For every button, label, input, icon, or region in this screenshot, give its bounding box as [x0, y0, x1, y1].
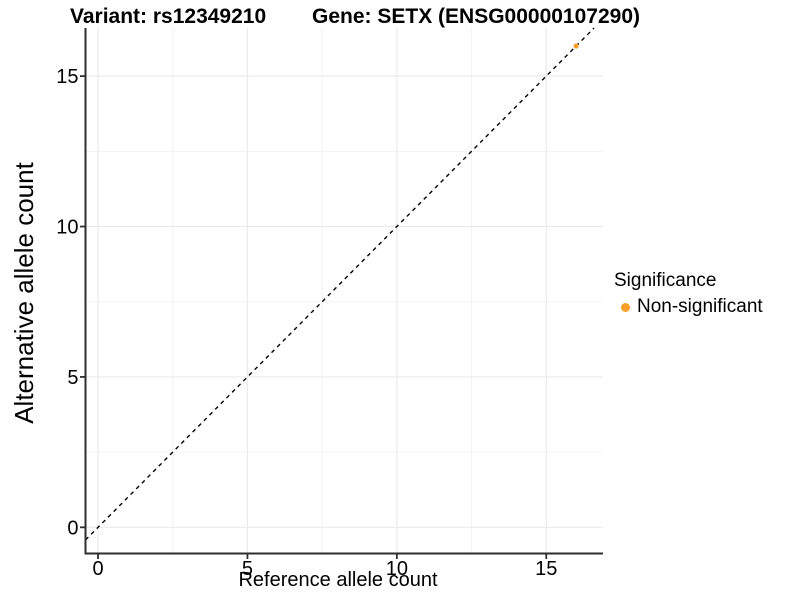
legend-item: Non-significant — [614, 297, 763, 317]
x-tick-label: 0 — [92, 558, 103, 580]
legend-point-icon — [621, 302, 630, 312]
x-tick-label: 10 — [386, 558, 408, 580]
legend-item-label: Non-significant — [637, 296, 763, 317]
y-axis-label: Alternative allele count — [9, 161, 39, 423]
y-tick-label: 5 — [67, 367, 78, 389]
data-point — [573, 43, 579, 49]
x-tick-label: 15 — [535, 558, 557, 580]
y-tick-label: 15 — [56, 66, 78, 88]
identity-line — [85, 27, 595, 541]
legend-title: Significance — [614, 270, 717, 291]
legend: Significance Non-significant — [614, 270, 763, 317]
x-axis-label: Reference allele count — [238, 569, 437, 591]
variant-title: Variant: rs12349210 — [70, 5, 266, 28]
y-tick-label: 0 — [67, 517, 78, 539]
y-tick-label: 10 — [56, 217, 78, 239]
gene-title: Gene: SETX (ENSG00000107290) — [312, 5, 640, 28]
x-tick-label: 5 — [242, 558, 253, 580]
